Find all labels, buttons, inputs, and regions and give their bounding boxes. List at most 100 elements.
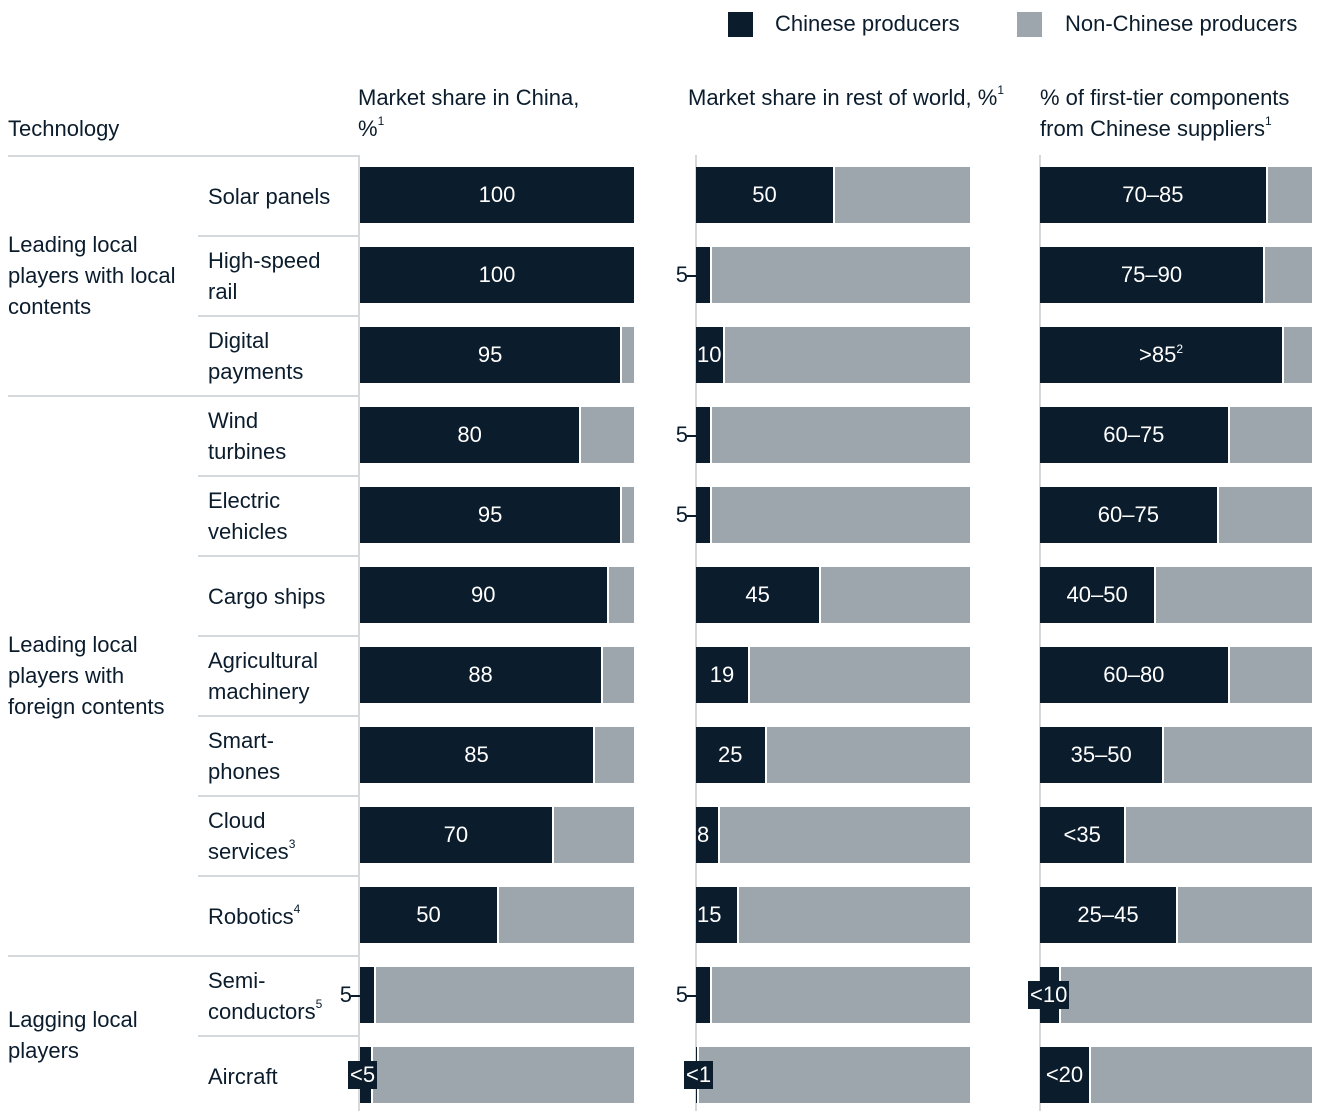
value-label: >852 [1040,341,1282,369]
value-label-text: 50 [416,902,441,927]
axis-line [358,155,360,1111]
value-label-text: 5 [675,982,688,1007]
bar [360,807,554,863]
row-label-text: Wind turbines [208,405,340,467]
value-label: 40–50 [1040,581,1154,609]
row-label: Electric vehicles [208,477,340,555]
row-separator [198,475,358,477]
value-label-text: 19 [709,662,735,687]
value-label-text: 5 [675,262,688,287]
value-label: 5 [676,421,688,449]
panel-title: Market share in rest of world, %1 [688,82,1008,113]
bar-rest [696,407,970,463]
row-name: Cloud services [208,808,289,864]
value-label-text: 15 [697,902,722,927]
value-label-text: 75–90 [1120,262,1183,287]
value-label-text: 5 [675,502,688,527]
bar [1040,247,1266,303]
value-label: 70 [360,821,552,849]
bar [696,407,712,463]
value-label: 100 [360,261,634,289]
row-name: Semi-conductors [208,968,316,1024]
value-label: 8 [697,821,709,849]
bar [1040,647,1230,703]
label-leader [351,995,360,997]
row-label-text: Digital payments [208,325,340,387]
row-separator [198,555,358,557]
value-label-text: 5 [339,982,352,1007]
group-label-text: Leading local players with local content… [8,229,193,322]
bar [360,167,636,223]
value-label: 25–45 [1040,901,1176,929]
row-label-text: Cargo ships [208,581,325,612]
row-separator [198,315,358,317]
group-name: Leading local players with foreign conte… [8,631,165,719]
value-label: <35 [1040,821,1124,849]
value-label: 5 [340,981,352,1009]
bar [1040,727,1165,783]
row-label: Aircraft [208,1037,340,1111]
row-label: Wind turbines [208,397,340,475]
row-label-text: Cloud services3 [208,805,340,867]
row-label-text: Agricultural machinery [208,645,340,707]
bar-rest [696,967,970,1023]
value-label-text: 88 [468,662,493,687]
value-label-text: 85 [464,742,489,767]
group-label: Leading local players with local content… [8,155,193,395]
value-label-text: <10 [1030,982,1068,1007]
value-label-text: 95 [477,342,503,367]
value-label: 90 [360,581,607,609]
bar-rest [1040,967,1312,1023]
row-name: Digital payments [208,328,304,384]
bar [696,327,726,383]
bar [360,887,499,943]
value-label-text: 10 [697,342,722,367]
label-leader [687,435,696,437]
row-separator [198,715,358,717]
row-separator [198,235,358,237]
value-label: 25 [696,741,765,769]
value-label: 50 [360,901,497,929]
footnote: 4 [293,901,301,916]
footnote: 1 [997,83,1005,97]
row-name: Electric vehicles [208,488,288,544]
bar [696,487,712,543]
value-label-text: 60–75 [1097,502,1159,527]
bar-rest [696,887,970,943]
bar [360,727,595,783]
value-label: 60–75 [1040,421,1228,449]
bar [696,967,712,1023]
row-label-text: Solar panels [208,181,330,212]
row-name: Aircraft [208,1063,278,1089]
value-label-text: 100 [478,262,516,287]
bar-rest [360,967,634,1023]
panel-title-text: Market share in China, % [358,85,580,141]
value-label-text: 25 [718,742,743,767]
row-label-text: High-speed rail [208,245,340,307]
row-separator [198,635,358,637]
footnote: 2 [1176,342,1184,356]
value-label-text: 90 [471,582,496,607]
label-leader [687,995,696,997]
row-label: Smart-phones [208,717,340,795]
row-label-text: Smart-phones [208,725,340,787]
value-label-text: 5 [675,422,688,447]
row-separator [198,795,358,797]
label-leader [687,515,696,517]
row-label: Robotics4 [208,877,340,955]
value-label-text: <35 [1063,822,1101,847]
value-label-text: 25–45 [1077,902,1139,927]
bar-rest [360,1047,634,1103]
row-label: Semi-conductors5 [208,957,340,1035]
value-label: <20 [1040,1061,1089,1089]
bar [360,967,376,1023]
value-label: 35–50 [1040,741,1162,769]
bar [1040,1047,1091,1103]
bar [1040,567,1157,623]
bar [696,887,740,943]
value-label-text: 100 [478,182,516,207]
row-name: Cargo ships [208,583,326,609]
value-label: 85 [360,741,593,769]
bar-rest [696,1047,970,1103]
value-label-text: 8 [697,822,710,847]
